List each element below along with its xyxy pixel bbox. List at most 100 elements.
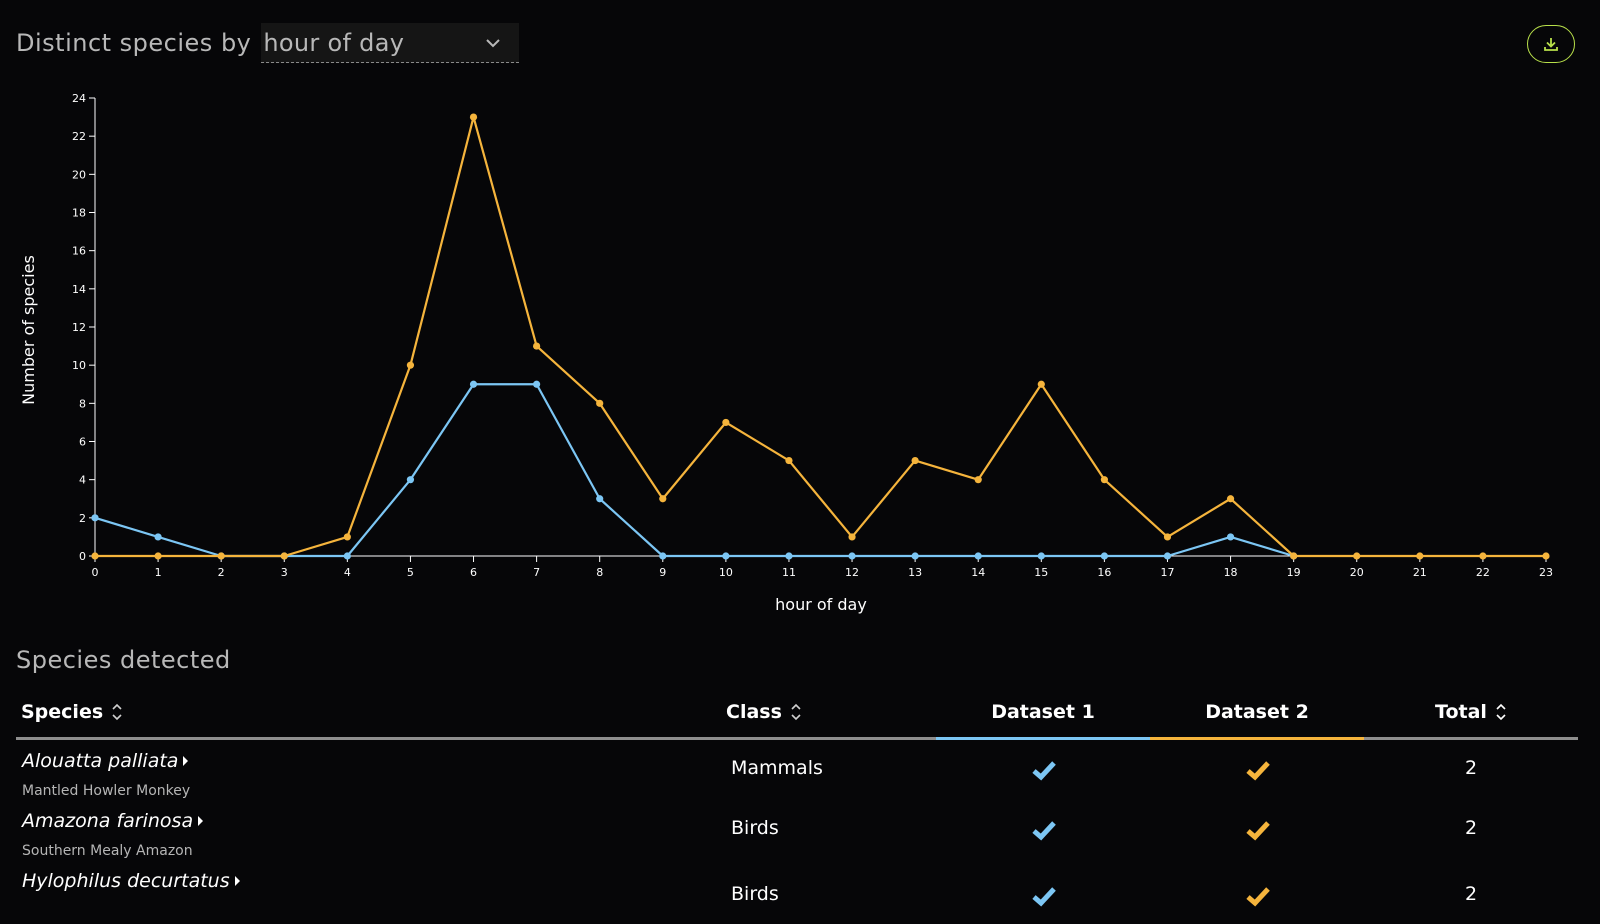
data-point (1479, 552, 1487, 560)
check-icon (1246, 761, 1270, 781)
y-tick-label: 6 (79, 436, 86, 449)
x-tick-label: 10 (719, 566, 733, 579)
y-tick-label: 18 (72, 207, 86, 220)
y-tick-label: 14 (72, 283, 86, 296)
sort-icon (1496, 703, 1506, 721)
species-scientific-name: Hylophilus decurtatus (22, 870, 230, 892)
species-link[interactable]: Hylophilus decurtatus (22, 870, 241, 892)
chart-header: Distinct species by hour of day (16, 22, 520, 64)
data-point (785, 456, 793, 465)
x-tick-label: 18 (1224, 566, 1238, 579)
data-point (1100, 476, 1108, 484)
x-tick-label: 22 (1476, 566, 1490, 579)
data-point (722, 552, 730, 560)
caret-right-icon (234, 876, 240, 886)
x-tick-label: 19 (1287, 566, 1301, 579)
y-tick-label: 2 (79, 512, 86, 525)
x-tick-label: 20 (1350, 566, 1364, 579)
species-class: Mammals (731, 757, 823, 779)
data-point (469, 113, 478, 121)
species-common-name: Southern Mealy Amazon (22, 843, 193, 859)
data-point (659, 552, 667, 560)
table-row: Hylophilus decurtatus Birds 2 (16, 860, 1578, 920)
x-tick-label: 23 (1539, 566, 1553, 579)
data-point (343, 533, 351, 541)
species-scientific-name: Alouatta palliata (22, 750, 179, 772)
species-class: Birds (731, 883, 779, 905)
y-tick-label: 22 (72, 130, 86, 143)
chevron-down-icon (486, 38, 501, 47)
x-tick-label: 21 (1413, 566, 1427, 579)
x-tick-label: 17 (1160, 566, 1174, 579)
table-header: Species Class Dataset 1 Dataset 2 Total (16, 697, 1578, 740)
dataset1-underline (936, 737, 1150, 740)
y-tick-label: 10 (72, 359, 86, 372)
data-point (406, 476, 415, 484)
column-species[interactable]: Species (21, 701, 123, 723)
species-link[interactable]: Amazona farinosa (22, 810, 204, 832)
x-tick-label: 11 (782, 566, 796, 579)
data-point (974, 476, 982, 484)
check-icon (1246, 887, 1270, 907)
column-dataset2-label: Dataset 2 (1205, 701, 1309, 723)
data-point (1542, 552, 1550, 560)
data-point (848, 552, 856, 560)
species-total: 2 (1464, 817, 1478, 839)
series-line-2 (95, 115, 1546, 558)
species-link[interactable]: Alouatta palliata (22, 750, 189, 772)
y-tick-label: 8 (79, 397, 86, 410)
data-point (974, 552, 982, 560)
series-line-1 (94, 383, 1294, 558)
data-point (785, 552, 793, 560)
column-class[interactable]: Class (726, 701, 802, 723)
chart-title: Distinct species by (16, 29, 252, 57)
data-point (911, 552, 919, 560)
data-point (91, 552, 99, 560)
data-point (533, 342, 541, 350)
data-point (1037, 552, 1045, 560)
species-common-name: Mantled Howler Monkey (22, 783, 191, 799)
data-point (1226, 533, 1235, 541)
column-dataset1: Dataset 1 (936, 701, 1150, 723)
y-tick-label: 4 (79, 474, 86, 487)
species-class: Birds (731, 817, 779, 839)
group-by-value: hour of day (263, 28, 405, 57)
column-total[interactable]: Total (1364, 701, 1578, 723)
y-axis-title: Number of species (19, 255, 38, 405)
x-tick-label: 15 (1034, 566, 1048, 579)
x-tick-label: 8 (596, 566, 603, 579)
x-tick-label: 5 (407, 566, 414, 579)
x-tick-label: 12 (845, 566, 859, 579)
species-total: 2 (1464, 757, 1478, 779)
group-by-dropdown[interactable]: hour of day (261, 23, 520, 63)
data-point (596, 495, 604, 503)
x-tick-label: 7 (533, 566, 540, 579)
caret-right-icon (198, 816, 204, 826)
y-tick-label: 24 (72, 92, 86, 105)
data-point (533, 380, 541, 388)
x-axis: 0 1 2 3 4 5 6 7 8 9 10 11 12 13 14 15 16 17 18 19 20 21 22 23 (92, 555, 1553, 579)
data-point (1226, 495, 1235, 503)
data-point (154, 533, 162, 541)
table-row: Amazona farinosa Southern Mealy Amazon B… (16, 800, 1578, 860)
y-tick-label: 0 (79, 550, 86, 563)
species-table: Species Class Dataset 1 Dataset 2 Total … (16, 697, 1578, 920)
download-icon (1544, 38, 1558, 51)
check-icon (1032, 821, 1056, 841)
check-icon (1032, 761, 1056, 781)
data-point (91, 514, 99, 522)
species-section-title: Species detected (16, 646, 231, 674)
sort-icon (112, 703, 122, 721)
data-point (1037, 380, 1045, 388)
x-tick-label: 14 (971, 566, 985, 579)
data-point (722, 418, 730, 427)
download-button[interactable] (1527, 25, 1575, 63)
data-point (659, 495, 667, 503)
table-row: Alouatta palliata Mantled Howler Monkey … (16, 740, 1578, 800)
y-tick-label: 20 (72, 168, 86, 181)
check-icon (1032, 887, 1056, 907)
x-tick-label: 13 (908, 566, 922, 579)
column-dataset2: Dataset 2 (1150, 701, 1364, 723)
